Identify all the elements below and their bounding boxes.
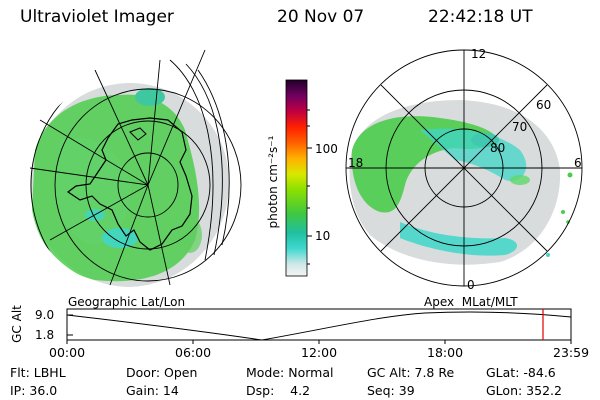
timeline-xtick-1800: 18:00 xyxy=(427,345,464,360)
timeline-ylabel: GC Alt xyxy=(10,305,24,343)
timeline-ytick-1: 1.8 xyxy=(35,328,55,342)
geographic-caption: Geographic Lat/Lon xyxy=(68,295,186,309)
timeline-xtick-1200: 12:00 xyxy=(301,345,338,360)
info-door: Door: Open xyxy=(126,365,198,380)
altitude-timeline xyxy=(66,308,572,344)
info-mode: Mode: Normal xyxy=(246,365,334,380)
info-glat: GLat: -84.6 xyxy=(486,365,556,380)
mlt-label-0: 0 xyxy=(467,278,475,292)
instrument-title: Ultraviolet Imager xyxy=(20,7,174,27)
info-dsp: Dsp: 4.2 xyxy=(246,383,311,398)
timeline-xtick-0600: 06:00 xyxy=(175,345,212,360)
info-flt: Flt: LBHL xyxy=(10,365,66,380)
mlat-label-70: 70 xyxy=(512,120,528,134)
mlt-label-6: 6 xyxy=(574,156,582,170)
colorbar-tick-10: 10 xyxy=(315,229,331,243)
info-gain: Gain: 14 xyxy=(126,383,179,398)
info-seq: Seq: 39 xyxy=(367,383,415,398)
timeline-xtick-2359: 23:59 xyxy=(553,345,590,360)
colorbar-unit-label: photon cm⁻²s⁻¹ xyxy=(266,135,280,229)
mlat-label-80: 80 xyxy=(490,141,506,155)
time-label: 22:42:18 UT xyxy=(428,7,533,27)
mlt-label-12: 12 xyxy=(471,47,487,61)
mlat-mlt-map xyxy=(345,49,583,287)
timeline-ytick-9: 9.0 xyxy=(35,308,55,322)
info-gc-alt: GC Alt: 7.8 Re xyxy=(367,365,455,380)
date-label: 20 Nov 07 xyxy=(277,7,365,27)
info-ip: IP: 36.0 xyxy=(10,383,58,398)
altitude-curve xyxy=(66,311,572,341)
colorbar-scale xyxy=(285,79,308,277)
apex-caption: Apex MLat/MLT xyxy=(424,295,518,309)
colorbar-tick-100: 100 xyxy=(315,142,338,156)
timeline-xtick-0000: 00:00 xyxy=(49,345,86,360)
mlat-label-60: 60 xyxy=(536,98,552,112)
colorbar xyxy=(285,79,312,277)
geographic-map xyxy=(29,49,242,287)
info-glon: GLon: 352.2 xyxy=(486,383,562,398)
mlt-label-18: 18 xyxy=(348,156,364,170)
